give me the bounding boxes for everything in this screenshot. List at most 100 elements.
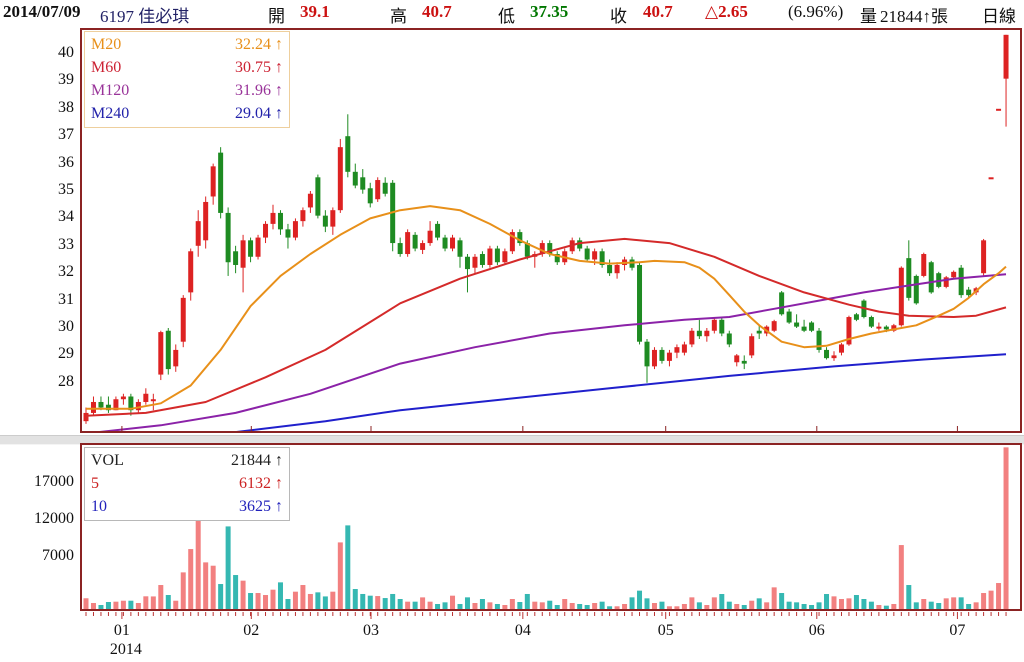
volume-bar — [801, 604, 807, 609]
volume-bar — [307, 593, 313, 609]
volume-bar — [397, 599, 403, 609]
ma-legend-box: M20 32.24 ↑ M60 30.75 ↑ M120 31.96 ↑ M24… — [84, 31, 290, 128]
candle-body — [307, 193, 313, 208]
candle-body — [868, 317, 874, 327]
volume-bar — [203, 562, 209, 609]
candle-body — [128, 396, 134, 411]
candle-body — [599, 251, 605, 265]
candle-body — [412, 234, 418, 249]
candle-body — [143, 393, 149, 402]
candle-body — [195, 221, 201, 246]
candle-body — [90, 401, 96, 413]
volume-bar — [958, 597, 964, 609]
volume-bar — [375, 596, 381, 609]
up-arrow-icon: ↑ — [275, 82, 283, 99]
candle-body — [337, 147, 343, 211]
volume-bar — [502, 605, 508, 609]
candle-body — [577, 240, 583, 249]
volume-bar — [846, 598, 852, 609]
volume-bar — [509, 599, 515, 609]
volume-bar — [554, 605, 560, 609]
volume-bar — [681, 604, 687, 609]
candle-body — [876, 326, 882, 329]
price-tick-label: 36 — [58, 153, 74, 171]
candle-body — [435, 223, 441, 238]
volume-bar — [696, 602, 702, 609]
candle-body — [158, 332, 164, 375]
stock-id-name: 6197 佳必琪 — [100, 7, 190, 26]
volume-bar — [644, 598, 650, 609]
candle-body — [853, 314, 859, 320]
candle-body — [756, 330, 762, 334]
period-label[interactable]: 日線 — [982, 7, 1016, 26]
candle-body — [704, 330, 710, 337]
vol5-value: 6132 ↑ — [239, 475, 283, 492]
candle-body — [966, 289, 972, 296]
candle-body — [173, 349, 179, 367]
candle-body — [816, 330, 822, 350]
volume-bar — [786, 601, 792, 609]
candle-body — [330, 210, 336, 227]
candle-body — [644, 341, 650, 367]
volume-bar — [584, 605, 590, 609]
volume-bar — [794, 602, 800, 609]
ma60-label: M60 — [91, 59, 122, 76]
volume-bar — [270, 589, 276, 609]
volume-bar — [412, 601, 418, 609]
candle-body — [345, 136, 351, 172]
candle-body — [225, 212, 231, 263]
volume-bar — [824, 594, 830, 609]
volume-bar — [943, 598, 949, 609]
candle-body — [494, 248, 500, 263]
open-value: 39.1 — [300, 2, 330, 21]
candle-body — [277, 212, 283, 230]
candle-body — [367, 188, 373, 204]
price-tick-label: 28 — [58, 372, 74, 390]
volume-bar — [988, 590, 994, 609]
candle-body — [105, 404, 111, 411]
candle-body — [479, 254, 485, 265]
m120-line — [99, 273, 1007, 431]
candle-body — [203, 201, 209, 241]
candle-body — [651, 349, 657, 367]
candle-body — [83, 412, 89, 422]
ma240-legend-row: M240 29.04 ↑ — [91, 102, 283, 125]
volume-bar — [704, 605, 710, 609]
candle-body — [958, 267, 964, 296]
candle-body — [322, 215, 328, 227]
volume-bar — [562, 599, 568, 609]
candle-body — [898, 267, 904, 326]
vol-legend-row: VOL 21844 ↑ — [91, 449, 283, 472]
candle-body — [681, 344, 687, 353]
volume-tick-label: 7000 — [42, 547, 74, 565]
candle-body — [771, 321, 777, 331]
volume-bar — [809, 605, 815, 609]
volume-bar — [382, 598, 388, 609]
candle-body — [360, 177, 366, 190]
month-label: 03 — [362, 622, 379, 639]
candles-and-ma-layer — [83, 34, 1009, 431]
volume-bar — [838, 599, 844, 609]
candle-body — [248, 240, 254, 257]
candle-body — [1003, 34, 1009, 79]
volume-bar — [726, 601, 732, 609]
candle-body — [352, 171, 358, 186]
month-label: 07 — [949, 622, 966, 639]
volume-bar — [898, 545, 904, 609]
candle-body — [405, 232, 411, 255]
ma60-legend-row: M60 30.75 ↑ — [91, 56, 283, 79]
candle-body — [397, 243, 403, 255]
vol5-label: 5 — [91, 475, 99, 492]
volume-bar — [330, 591, 336, 609]
price-tick-label: 40 — [58, 44, 74, 61]
candle-body — [270, 212, 276, 224]
open-label: 開 — [268, 7, 285, 26]
candle-body — [951, 271, 957, 278]
candle-body — [996, 108, 1002, 111]
volume-bar — [90, 603, 96, 609]
candle-body — [906, 258, 912, 298]
volume-bar — [996, 583, 1002, 609]
volume-bar — [711, 597, 717, 609]
volume-bar — [966, 604, 972, 609]
